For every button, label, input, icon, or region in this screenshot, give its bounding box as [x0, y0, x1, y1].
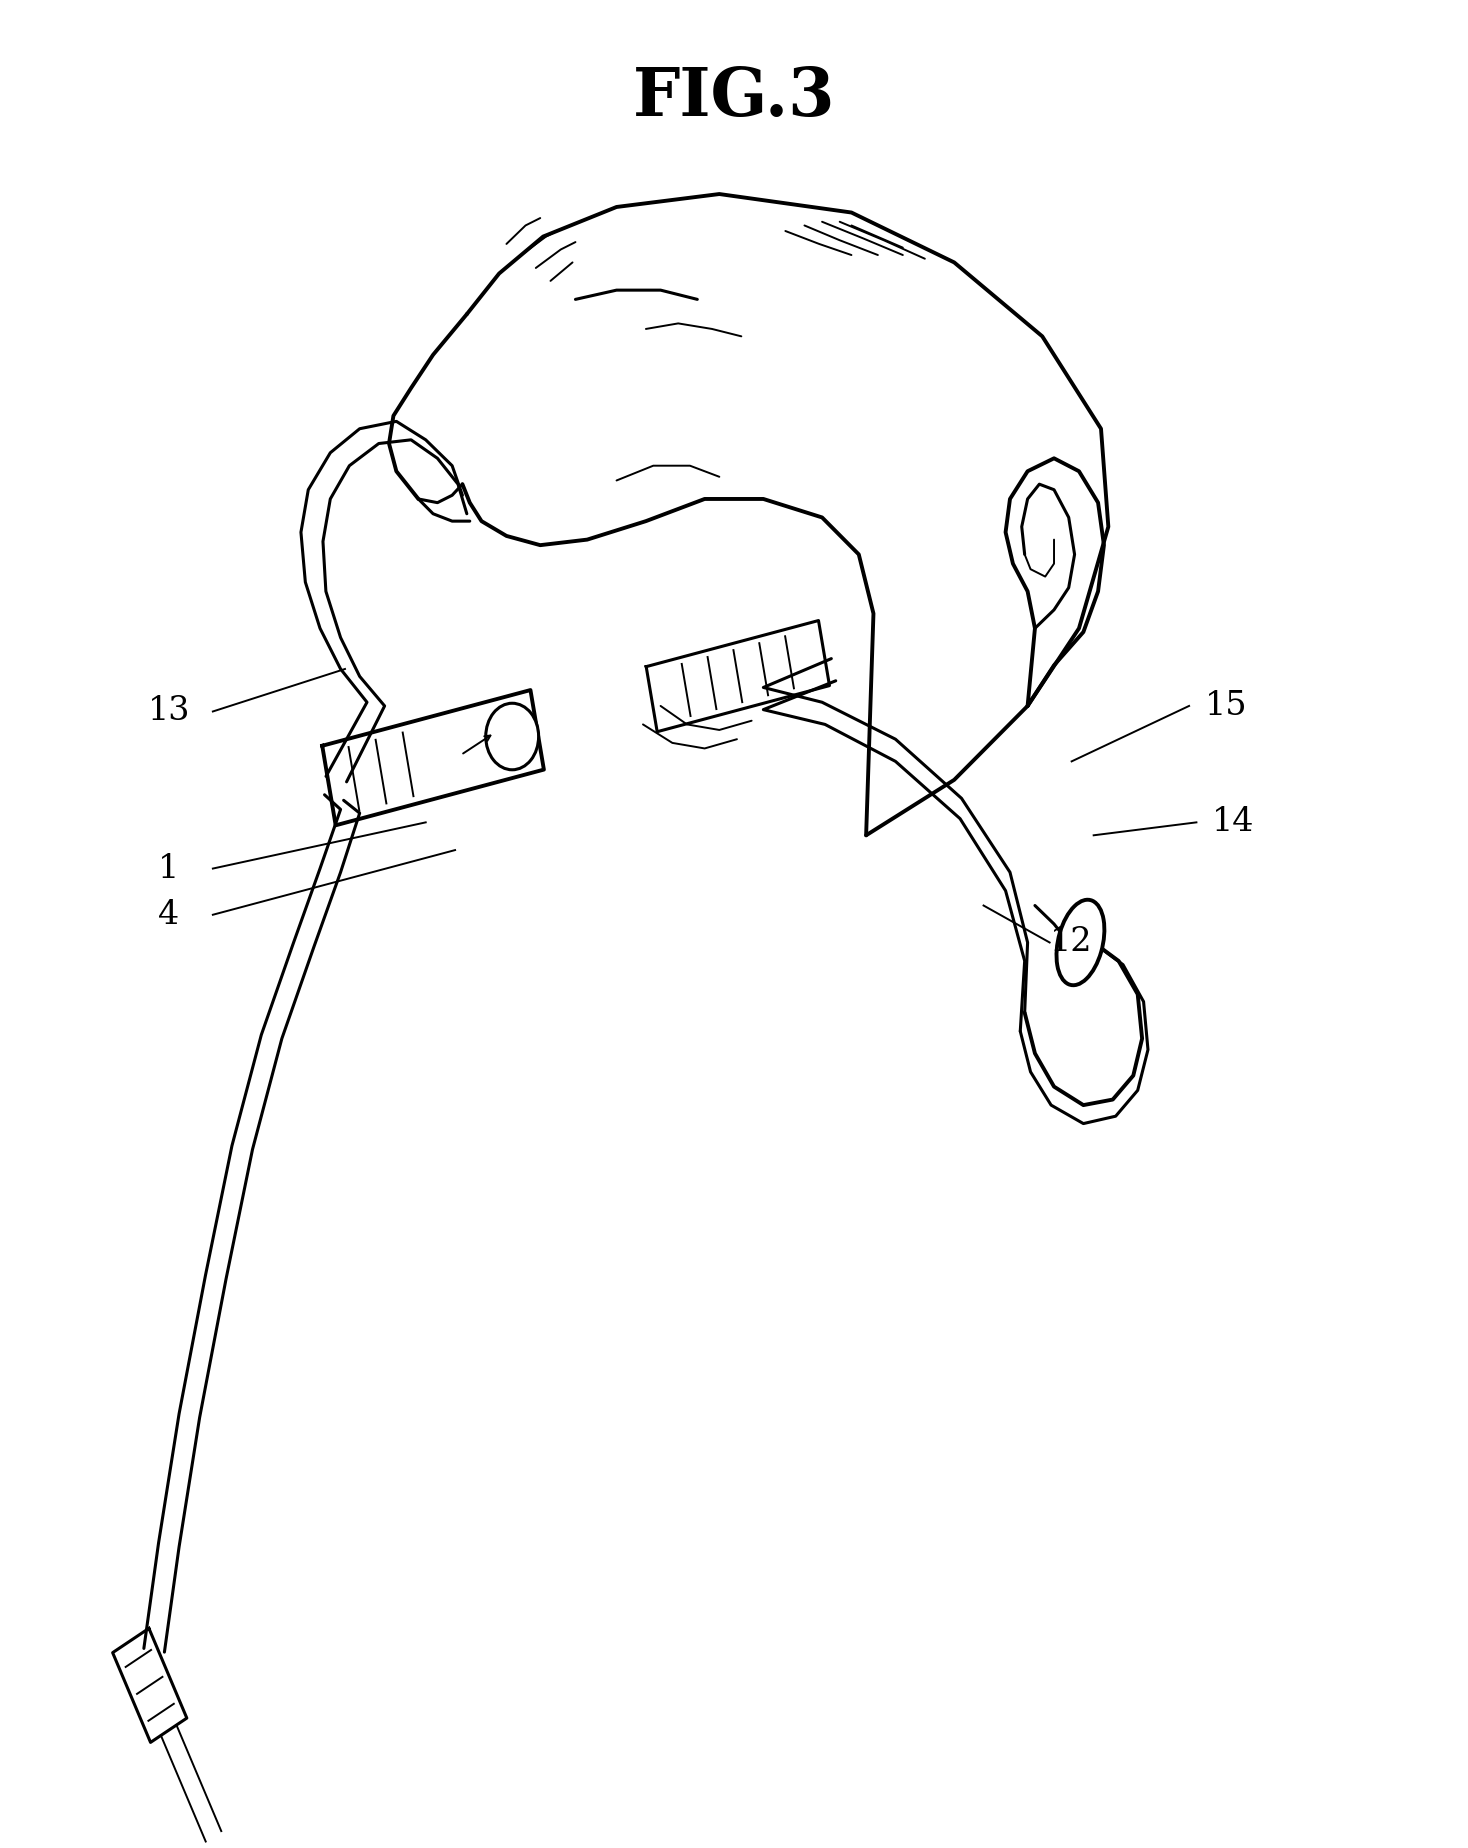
Ellipse shape [1057, 900, 1104, 985]
Text: 4: 4 [159, 898, 179, 931]
Text: 1: 1 [159, 852, 179, 885]
Text: 13: 13 [148, 695, 189, 728]
Circle shape [486, 704, 539, 771]
Text: 14: 14 [1213, 806, 1254, 839]
Text: FIG.3: FIG.3 [633, 65, 835, 129]
Text: 12: 12 [1051, 926, 1092, 959]
Text: 15: 15 [1204, 689, 1248, 723]
